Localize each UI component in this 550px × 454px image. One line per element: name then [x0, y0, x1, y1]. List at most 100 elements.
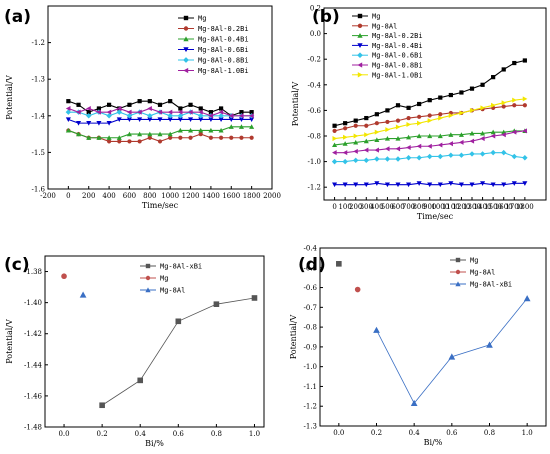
legend-label: Mg — [160, 275, 168, 283]
x-tick-label: 2000 — [263, 192, 281, 200]
data-point — [373, 326, 380, 333]
legend-entry: Mg-8Al-0.6Bi — [352, 52, 423, 60]
legend-marker — [145, 263, 151, 269]
legend-marker — [183, 47, 189, 53]
data-point — [137, 109, 142, 115]
x-tick-label: 1800 — [516, 203, 534, 211]
data-point — [126, 131, 132, 137]
panel-b: 0 100200300400500600700800900100011001200… — [291, 5, 547, 221]
data-point — [480, 82, 485, 87]
x-tick-label: 1600 — [222, 192, 240, 200]
data-point — [448, 353, 456, 360]
data-point — [438, 95, 443, 100]
data-point — [76, 121, 82, 126]
legend-entry: Mg-8Al-1.0Bi — [178, 67, 249, 75]
data-point — [106, 121, 112, 126]
data-point — [332, 136, 338, 142]
x-tick-label: 600 — [391, 203, 404, 211]
x-tick-label: 1300 — [463, 203, 481, 211]
data-point — [213, 301, 220, 307]
data-point — [86, 121, 92, 126]
data-point — [198, 109, 203, 115]
y-tick-label: 0.0 — [310, 30, 321, 38]
data-point — [374, 137, 380, 142]
y-tick-label: -0.2 — [308, 56, 322, 64]
data-point — [147, 113, 153, 119]
data-point — [167, 131, 173, 137]
data-point — [116, 105, 122, 111]
y-tick-label: -1.2 — [308, 184, 322, 192]
data-point — [116, 117, 122, 122]
legend-entry: Mg-8Al-0.6Bi — [178, 46, 249, 54]
data-point — [65, 127, 71, 133]
series-3 — [332, 128, 528, 148]
data-point — [332, 128, 337, 133]
data-point — [126, 117, 132, 122]
y-axis-label: Potential/V — [5, 319, 14, 364]
series-3 — [79, 291, 87, 298]
x-tick-label: 1800 — [243, 192, 261, 200]
data-point — [501, 182, 507, 188]
legend-marker — [455, 257, 461, 263]
data-point — [501, 100, 507, 106]
series-2 — [332, 103, 527, 133]
data-point — [395, 124, 401, 130]
y-tick-label: -0.9 — [304, 343, 318, 351]
data-point — [61, 273, 67, 280]
y-tick-label: 0.2 — [310, 5, 321, 13]
data-point — [157, 139, 163, 144]
series-2 — [354, 286, 361, 293]
data-point — [177, 113, 184, 119]
data-point — [469, 107, 475, 113]
data-point — [85, 113, 92, 119]
data-point — [395, 156, 401, 162]
y-tick-label: -1.5 — [32, 149, 46, 157]
data-point — [168, 99, 173, 104]
data-point — [490, 133, 496, 139]
legend-entry: Mg-8Al-0.8Bi — [352, 62, 423, 70]
legend-marker — [357, 23, 363, 28]
data-point — [228, 117, 234, 122]
data-point — [459, 110, 464, 116]
y-tick-label: -1.48 — [24, 424, 42, 432]
data-point — [208, 110, 214, 115]
data-point — [395, 118, 401, 123]
legend-entry: Mg-8Al-0.4Bi — [178, 36, 249, 44]
legend-entry: Mg — [450, 257, 478, 265]
data-point — [363, 147, 369, 153]
data-point — [522, 96, 528, 102]
y-tick-label: -0.8 — [308, 133, 322, 141]
legend-label: Mg — [470, 257, 478, 265]
data-point — [66, 99, 71, 104]
panel-label: (b) — [312, 7, 340, 27]
data-point — [228, 113, 234, 119]
data-point — [438, 112, 443, 117]
x-tick-label: 1600 — [495, 203, 513, 211]
legend-marker — [357, 43, 363, 49]
x-tick-label: 0.0 — [58, 430, 69, 438]
data-point — [469, 86, 475, 91]
data-point — [167, 113, 173, 119]
x-tick-label: 1500 — [484, 203, 502, 211]
legend-marker — [357, 13, 363, 19]
data-point — [177, 109, 183, 115]
legend-entry: Mg-8Al-0.8Bi — [178, 57, 249, 65]
data-point — [416, 155, 422, 161]
series-2 — [61, 273, 67, 280]
data-point — [177, 127, 183, 133]
data-point — [147, 135, 152, 140]
data-point — [512, 60, 517, 66]
data-point — [198, 132, 203, 137]
x-tick-label: 800 — [143, 192, 156, 200]
legend-marker — [183, 36, 189, 42]
series-1 — [66, 99, 254, 118]
x-axis-label: Time/sec — [142, 201, 179, 210]
data-point — [188, 135, 193, 140]
data-point — [353, 182, 359, 188]
data-point — [374, 112, 379, 117]
series-1 — [336, 261, 342, 267]
y-tick-label: -1.4 — [32, 112, 46, 120]
x-tick-label: 0 — [332, 203, 336, 211]
y-tick-label: -1.40 — [24, 299, 42, 307]
data-point — [490, 182, 496, 188]
